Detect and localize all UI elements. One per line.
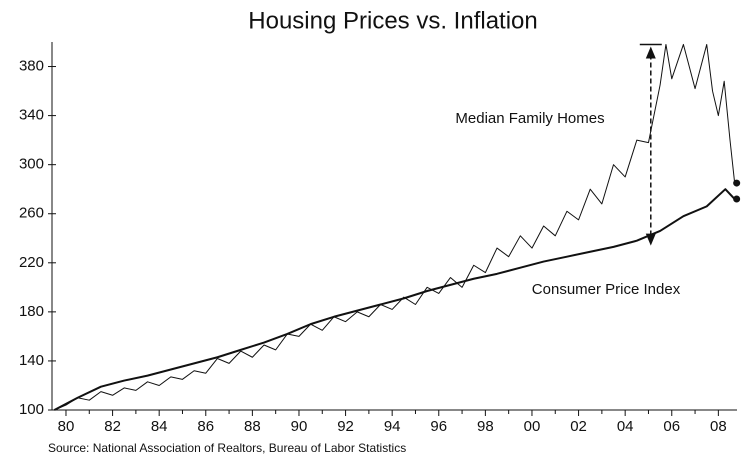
series-line xyxy=(54,43,736,411)
y-tick-label: 340 xyxy=(19,107,44,124)
y-tick-label: 380 xyxy=(19,58,44,75)
x-tick-label: 96 xyxy=(430,418,447,435)
arrow-head-down xyxy=(645,233,656,246)
x-tick-label: 00 xyxy=(524,418,541,435)
series-annotation: Consumer Price Index xyxy=(532,281,681,298)
x-tick-label: 88 xyxy=(244,418,261,435)
x-tick-label: 92 xyxy=(337,418,354,435)
x-tick-label: 94 xyxy=(384,418,401,435)
y-tick-label: 260 xyxy=(19,205,44,222)
series-line xyxy=(53,188,736,411)
y-tick-label: 220 xyxy=(19,254,44,271)
y-tick-label: 140 xyxy=(19,352,44,369)
x-tick-label: 04 xyxy=(617,418,634,435)
series-annotation: Median Family Homes xyxy=(455,110,604,127)
x-tick-label: 02 xyxy=(570,418,587,435)
end-marker xyxy=(733,195,741,203)
x-tick-label: 86 xyxy=(197,418,214,435)
end-marker xyxy=(733,179,741,187)
y-tick-label: 300 xyxy=(19,156,44,173)
x-tick-label: 80 xyxy=(58,418,75,435)
y-tick-label: 180 xyxy=(19,303,44,320)
y-tick-label: 100 xyxy=(19,401,44,418)
x-tick-label: 82 xyxy=(104,418,121,435)
x-tick-label: 98 xyxy=(477,418,494,435)
x-tick-label: 08 xyxy=(710,418,727,435)
source-note: Source: National Association of Realtors… xyxy=(48,441,406,455)
x-tick-label: 84 xyxy=(151,418,168,435)
chart-title: Housing Prices vs. Inflation xyxy=(248,7,537,34)
x-tick-label: 06 xyxy=(663,418,680,435)
x-tick-label: 90 xyxy=(291,418,308,435)
arrow-head-up xyxy=(645,46,656,59)
